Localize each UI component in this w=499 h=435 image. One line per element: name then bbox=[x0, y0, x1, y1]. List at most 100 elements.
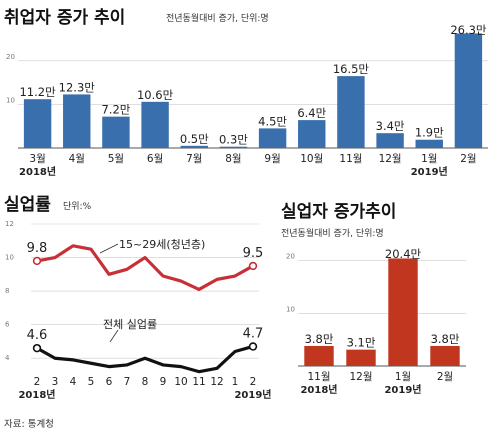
rate-ytick-label: 12 bbox=[5, 220, 14, 228]
employment-bar bbox=[376, 133, 404, 148]
unemployed-year-label: 2019년 bbox=[384, 383, 421, 396]
employment-category-label: 3월 bbox=[29, 153, 45, 165]
employment-value-label: 26.3만 bbox=[450, 23, 487, 37]
employment-category-label: 8월 bbox=[225, 153, 241, 165]
unemployed-ytick-label: 10 bbox=[286, 305, 295, 313]
unemployed-value-label: 20.4만 bbox=[385, 247, 422, 261]
employment-value-label: 1.9만 bbox=[415, 126, 444, 140]
youth-series-label: 15~29세(청년층) bbox=[119, 238, 205, 251]
rate-x-label: 8 bbox=[142, 376, 149, 388]
rate-end-value-label: 9.5 bbox=[243, 246, 264, 261]
rate-x-label: 10 bbox=[174, 376, 187, 388]
unemployed-category-label: 1월 bbox=[395, 371, 411, 383]
employment-category-label: 1월 bbox=[421, 153, 437, 165]
employment-bar bbox=[415, 139, 443, 148]
employment-chart: 취업자 증가 추이 전년동월대비 증가, 단위:명 10 20 11.2만 12.3… bbox=[4, 7, 488, 178]
unemployed-category-label: 11월 bbox=[307, 371, 330, 383]
rate-endpoint-marker bbox=[248, 261, 258, 271]
rate-series-line-1 bbox=[36, 344, 254, 374]
rate-x-label: 6 bbox=[106, 376, 113, 388]
rate-endpoint-marker bbox=[32, 256, 42, 266]
unemployed-bar bbox=[304, 345, 334, 366]
rate-x-label: 9 bbox=[160, 376, 167, 388]
rate-ytick-label: 6 bbox=[5, 321, 10, 329]
employment-bar bbox=[454, 33, 483, 148]
overall-series-leader bbox=[109, 329, 119, 343]
rate-x-label: 2 bbox=[34, 376, 41, 388]
employment-bar bbox=[258, 128, 287, 148]
unemployed-category-label: 12월 bbox=[349, 371, 372, 383]
employment-ytick-label: 10 bbox=[6, 96, 15, 104]
employment-category-label: 6월 bbox=[147, 153, 163, 165]
unemployed-chart: 실업자 증가추이 전년동월대비 증가, 단위:명 10 20 3.8만 3.1만 20… bbox=[281, 202, 466, 396]
employment-bar bbox=[141, 101, 169, 148]
employment-ytick-label: 20 bbox=[6, 53, 15, 61]
employment-category-label: 4월 bbox=[69, 153, 85, 165]
rate-x-label: 5 bbox=[88, 376, 95, 388]
rate-end-value-label: 4.6 bbox=[27, 328, 48, 343]
unemployment-rate-title: 실업률 bbox=[4, 195, 51, 215]
rate-endpoint-marker bbox=[32, 343, 42, 353]
employment-bar bbox=[180, 145, 208, 148]
rate-x-label: 11 bbox=[192, 376, 205, 388]
unemployed-bar bbox=[388, 258, 418, 366]
rate-end-value-label: 9.8 bbox=[27, 241, 48, 256]
employment-category-label: 5월 bbox=[108, 153, 124, 165]
unemployed-value-label: 3.1만 bbox=[347, 336, 376, 350]
employment-category-label: 10월 bbox=[300, 153, 323, 165]
unemployed-year-label: 2018년 bbox=[300, 383, 337, 396]
unemployed-chart-subtitle: 전년동월대비 증가, 단위:명 bbox=[281, 227, 384, 239]
rate-year-label: 2018년 bbox=[18, 388, 55, 401]
employment-chart-title: 취업자 증가 추이 bbox=[4, 7, 125, 28]
youth-series-leader bbox=[99, 243, 119, 254]
employment-value-label: 0.3만 bbox=[219, 133, 248, 147]
employment-value-label: 6.4만 bbox=[297, 106, 326, 120]
unemployed-chart-title: 실업자 증가추이 bbox=[281, 202, 396, 222]
rate-x-label: 7 bbox=[124, 376, 131, 388]
rate-endpoint-marker bbox=[248, 342, 258, 351]
rate-x-label: 2 bbox=[250, 376, 257, 388]
employment-category-label: 11월 bbox=[339, 153, 362, 165]
employment-year-label: 2019년 bbox=[411, 165, 448, 178]
employment-value-label: 12.3만 bbox=[59, 80, 96, 94]
employment-value-label: 3.4만 bbox=[376, 119, 405, 133]
source-note: 자료: 통계청 bbox=[4, 418, 54, 430]
unemployed-category-label: 2월 bbox=[437, 371, 453, 383]
unemployed-bar bbox=[430, 345, 460, 366]
unemployment-rate-subtitle: 단위:% bbox=[63, 201, 92, 212]
employment-value-label: 0.5만 bbox=[180, 132, 209, 146]
rate-ytick-label: 10 bbox=[5, 254, 14, 262]
employment-bar bbox=[337, 76, 365, 148]
overall-series-label: 전체 실업률 bbox=[103, 318, 157, 331]
employment-value-label: 16.5만 bbox=[333, 62, 370, 76]
employment-category-label: 12월 bbox=[379, 153, 402, 165]
employment-value-label: 7.2만 bbox=[101, 103, 130, 117]
rate-x-label: 1 bbox=[232, 376, 239, 388]
employment-year-label: 2018년 bbox=[19, 165, 56, 178]
unemployed-bar bbox=[346, 349, 376, 366]
rate-ytick-label: 8 bbox=[5, 287, 9, 295]
employment-bar bbox=[219, 146, 248, 148]
rate-x-label: 12 bbox=[210, 376, 223, 388]
employment-value-label: 4.5만 bbox=[258, 114, 287, 128]
unemployed-ytick-label: 20 bbox=[286, 253, 295, 261]
employment-bar bbox=[23, 99, 52, 148]
employment-bar bbox=[63, 94, 91, 148]
employment-category-label: 7월 bbox=[186, 153, 202, 165]
employment-value-label: 10.6만 bbox=[137, 88, 174, 102]
employment-bar bbox=[102, 116, 130, 148]
employment-chart-subtitle: 전년동월대비 증가, 단위:명 bbox=[166, 12, 269, 24]
rate-x-label: 4 bbox=[70, 376, 77, 388]
unemployed-value-label: 3.8만 bbox=[431, 332, 460, 346]
employment-value-label: 11.2만 bbox=[19, 85, 56, 99]
rate-end-value-label: 4.7 bbox=[243, 326, 264, 341]
rate-year-label: 2019년 bbox=[234, 388, 271, 401]
employment-bar bbox=[298, 120, 326, 148]
rate-series-line-0 bbox=[36, 244, 254, 292]
unemployed-value-label: 3.8만 bbox=[305, 332, 334, 346]
rate-ytick-label: 4 bbox=[5, 354, 10, 362]
employment-category-label: 9월 bbox=[264, 153, 280, 165]
employment-category-label: 2월 bbox=[460, 153, 476, 165]
